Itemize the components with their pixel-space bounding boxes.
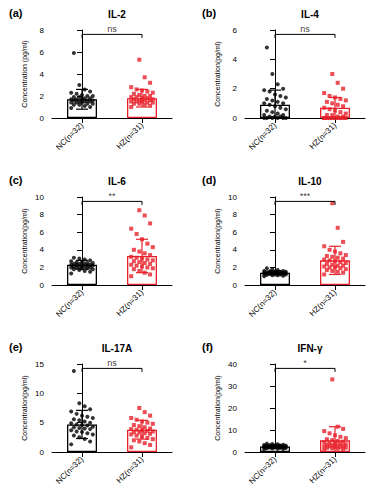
svg-text:4: 4 xyxy=(40,245,45,254)
svg-text:Concentration(pg/ml): Concentration(pg/ml) xyxy=(214,208,222,273)
svg-text:Concentration(pg/ml): Concentration(pg/ml) xyxy=(214,41,222,106)
svg-text:ns: ns xyxy=(107,24,117,34)
svg-text:10: 10 xyxy=(35,193,44,202)
svg-text:***: *** xyxy=(300,191,311,201)
svg-text:(c): (c) xyxy=(9,174,23,186)
svg-text:0: 0 xyxy=(233,281,238,290)
svg-text:Concentration (pg/ml): Concentration (pg/ml) xyxy=(21,40,29,107)
svg-text:IFN-γ: IFN-γ xyxy=(298,343,323,354)
svg-text:20: 20 xyxy=(228,404,237,413)
svg-text:Concentration(pg/ml): Concentration(pg/ml) xyxy=(21,375,29,440)
svg-text:0: 0 xyxy=(40,281,45,290)
svg-text:8: 8 xyxy=(40,26,45,35)
svg-text:10: 10 xyxy=(228,426,237,435)
svg-text:NC(n=32): NC(n=32) xyxy=(247,288,278,319)
svg-text:4: 4 xyxy=(40,70,45,79)
svg-text:NC(n=32): NC(n=32) xyxy=(54,121,85,152)
svg-text:6: 6 xyxy=(233,228,238,237)
svg-text:ns: ns xyxy=(300,24,310,34)
svg-text:(d): (d) xyxy=(202,174,216,186)
svg-text:HZ(n=31): HZ(n=31) xyxy=(308,455,339,486)
svg-text:IL-10: IL-10 xyxy=(298,176,322,187)
svg-text:4: 4 xyxy=(233,55,238,64)
svg-text:HZ(n=31): HZ(n=31) xyxy=(115,455,146,486)
svg-text:HZ(n=31): HZ(n=31) xyxy=(115,288,146,319)
svg-text:Concentration(pg/ml): Concentration(pg/ml) xyxy=(214,375,222,440)
svg-text:(e): (e) xyxy=(9,341,23,353)
svg-text:IL-2: IL-2 xyxy=(108,9,126,20)
svg-text:HZ(n=31): HZ(n=31) xyxy=(308,121,339,152)
svg-text:*: * xyxy=(303,358,307,368)
svg-text:NC(n=32): NC(n=32) xyxy=(54,455,85,486)
svg-text:4: 4 xyxy=(233,245,238,254)
svg-text:IL-6: IL-6 xyxy=(108,176,126,187)
svg-text:15: 15 xyxy=(35,360,44,369)
svg-text:(a): (a) xyxy=(9,7,23,19)
svg-text:ns: ns xyxy=(107,358,117,368)
svg-text:**: ** xyxy=(108,191,116,201)
svg-text:HZ(n=31): HZ(n=31) xyxy=(308,288,339,319)
svg-text:IL-4: IL-4 xyxy=(301,9,319,20)
svg-text:0: 0 xyxy=(40,114,45,123)
svg-text:2: 2 xyxy=(233,263,238,272)
svg-text:2: 2 xyxy=(40,92,45,101)
svg-text:10: 10 xyxy=(228,193,237,202)
svg-text:40: 40 xyxy=(228,360,237,369)
svg-text:2: 2 xyxy=(233,84,238,93)
svg-text:10: 10 xyxy=(35,389,44,398)
svg-text:6: 6 xyxy=(233,26,238,35)
svg-text:HZ(n=31): HZ(n=31) xyxy=(115,121,146,152)
svg-text:(b): (b) xyxy=(202,7,216,19)
svg-text:0: 0 xyxy=(233,448,238,457)
svg-text:5: 5 xyxy=(40,418,45,427)
svg-text:0: 0 xyxy=(233,114,238,123)
svg-text:2: 2 xyxy=(40,263,45,272)
svg-text:(f): (f) xyxy=(202,341,213,353)
svg-text:NC(n=32): NC(n=32) xyxy=(247,455,278,486)
svg-text:6: 6 xyxy=(40,48,45,57)
svg-text:0: 0 xyxy=(40,448,45,457)
svg-text:30: 30 xyxy=(228,382,237,391)
svg-text:IL-17A: IL-17A xyxy=(102,343,133,354)
svg-text:8: 8 xyxy=(233,210,238,219)
svg-text:NC(n=32): NC(n=32) xyxy=(54,288,85,319)
svg-text:6: 6 xyxy=(40,228,45,237)
svg-text:Concentration(pg/ml): Concentration(pg/ml) xyxy=(21,208,29,273)
svg-text:8: 8 xyxy=(40,210,45,219)
svg-text:NC(n=32): NC(n=32) xyxy=(247,121,278,152)
